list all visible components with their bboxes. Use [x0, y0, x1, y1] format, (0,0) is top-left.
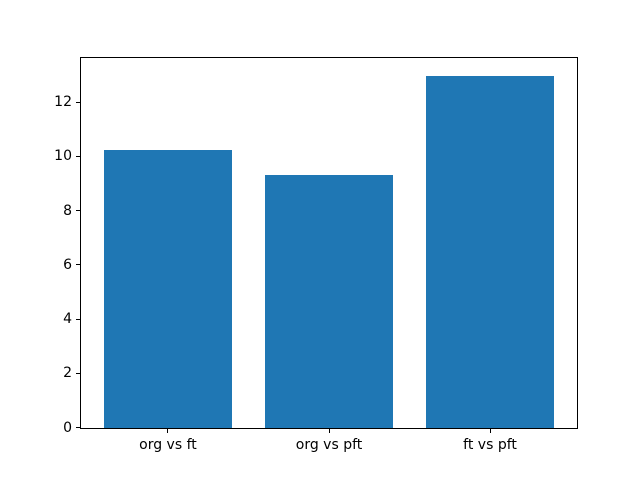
- plot-area: 0 2 4 6 8 10 12 org vs ft org vs pft ft vs pft: [54, 57, 578, 453]
- y-tick: [76, 372, 80, 374]
- y-tick-label: 4: [63, 311, 72, 328]
- bar: [425, 75, 555, 428]
- x-tick-label: org vs pft: [295, 437, 363, 453]
- y-tick: [76, 155, 80, 157]
- y-tick-label: 6: [63, 256, 72, 273]
- x-tick: [489, 429, 491, 433]
- x-tick-label: ft vs pft: [463, 437, 517, 453]
- x-tick: [328, 429, 330, 433]
- y-tick: [76, 210, 80, 212]
- y-tick: [76, 427, 80, 428]
- y-tick: [76, 101, 80, 103]
- y-tick-label: 10: [54, 148, 72, 165]
- bar: [264, 174, 394, 428]
- y-tick: [76, 264, 80, 266]
- y-tick: [76, 318, 80, 320]
- bar: [103, 150, 233, 428]
- x-tick: [167, 429, 169, 433]
- y-tick-label: 0: [63, 419, 72, 436]
- y-tick-label: 8: [63, 202, 72, 219]
- x-tick-label: org vs ft: [139, 437, 197, 453]
- y-tick-label: 2: [63, 365, 72, 382]
- y-tick-label: 12: [54, 94, 72, 111]
